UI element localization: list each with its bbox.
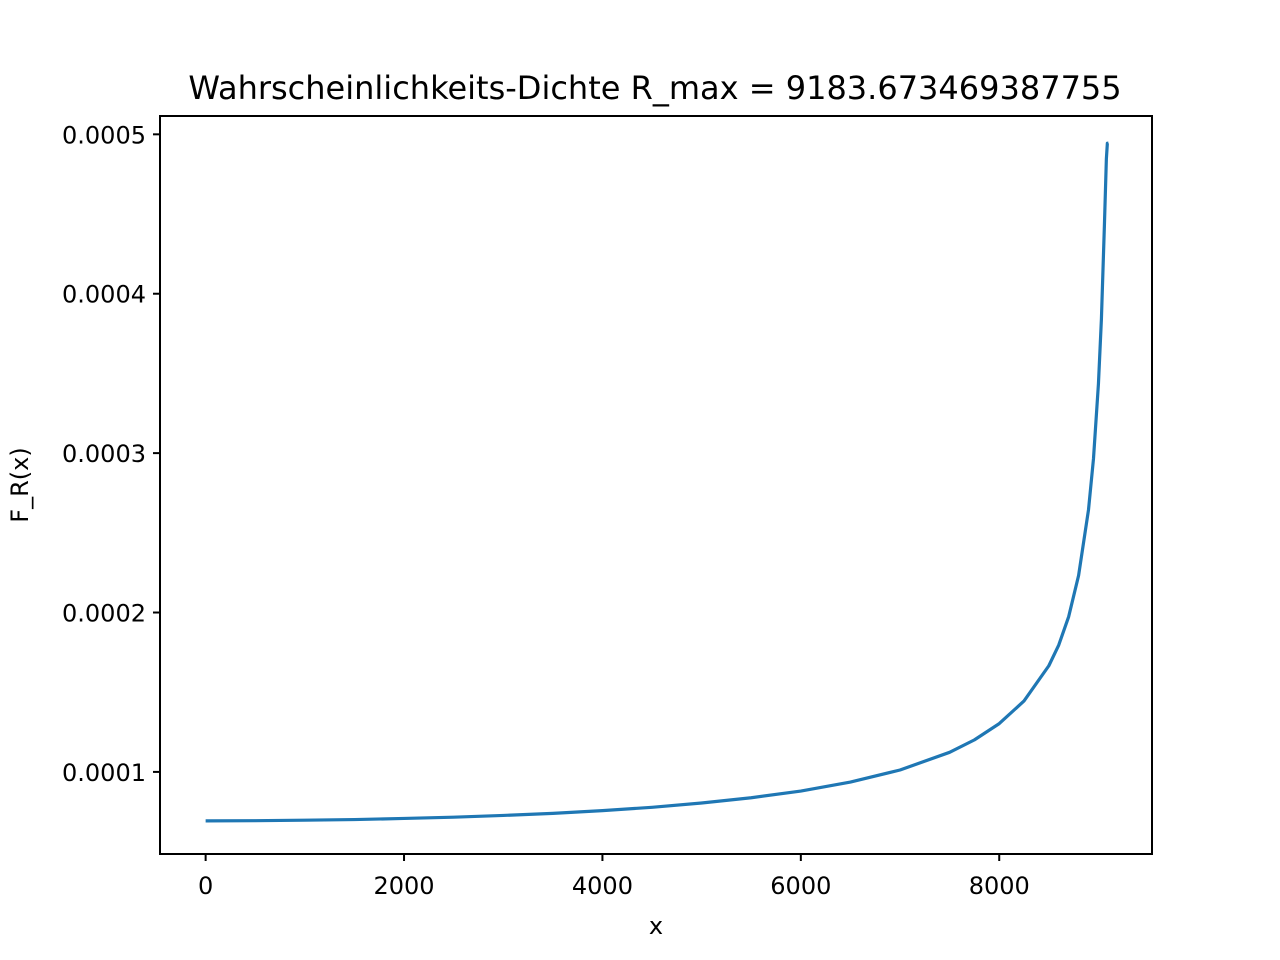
axes-frame <box>159 115 1153 855</box>
y-axis: 0.0001 0.0002 0.0003 0.0004 0.0005 <box>62 121 160 787</box>
plot-area <box>159 115 1153 855</box>
x-tick-label: 4000 <box>572 872 633 900</box>
x-tick-label: 2000 <box>373 872 434 900</box>
series-line <box>205 141 1109 823</box>
x-tick-label: 8000 <box>969 872 1030 900</box>
y-axis-label: F_R(x) <box>6 447 34 522</box>
chart-title: Wahrscheinlichkeits-Dichte R_max = 9183.… <box>188 69 1121 107</box>
y-tick-label: 0.0002 <box>62 600 146 628</box>
x-tick-label: 6000 <box>770 872 831 900</box>
x-axis-label: x <box>649 912 663 940</box>
y-tick-label: 0.0005 <box>62 121 146 149</box>
y-tick-label: 0.0001 <box>62 759 146 787</box>
x-axis: 0 2000 4000 6000 8000 <box>198 854 1030 900</box>
y-tick-label: 0.0004 <box>62 281 146 309</box>
y-tick-label: 0.0003 <box>62 440 146 468</box>
x-tick-label: 0 <box>198 872 213 900</box>
